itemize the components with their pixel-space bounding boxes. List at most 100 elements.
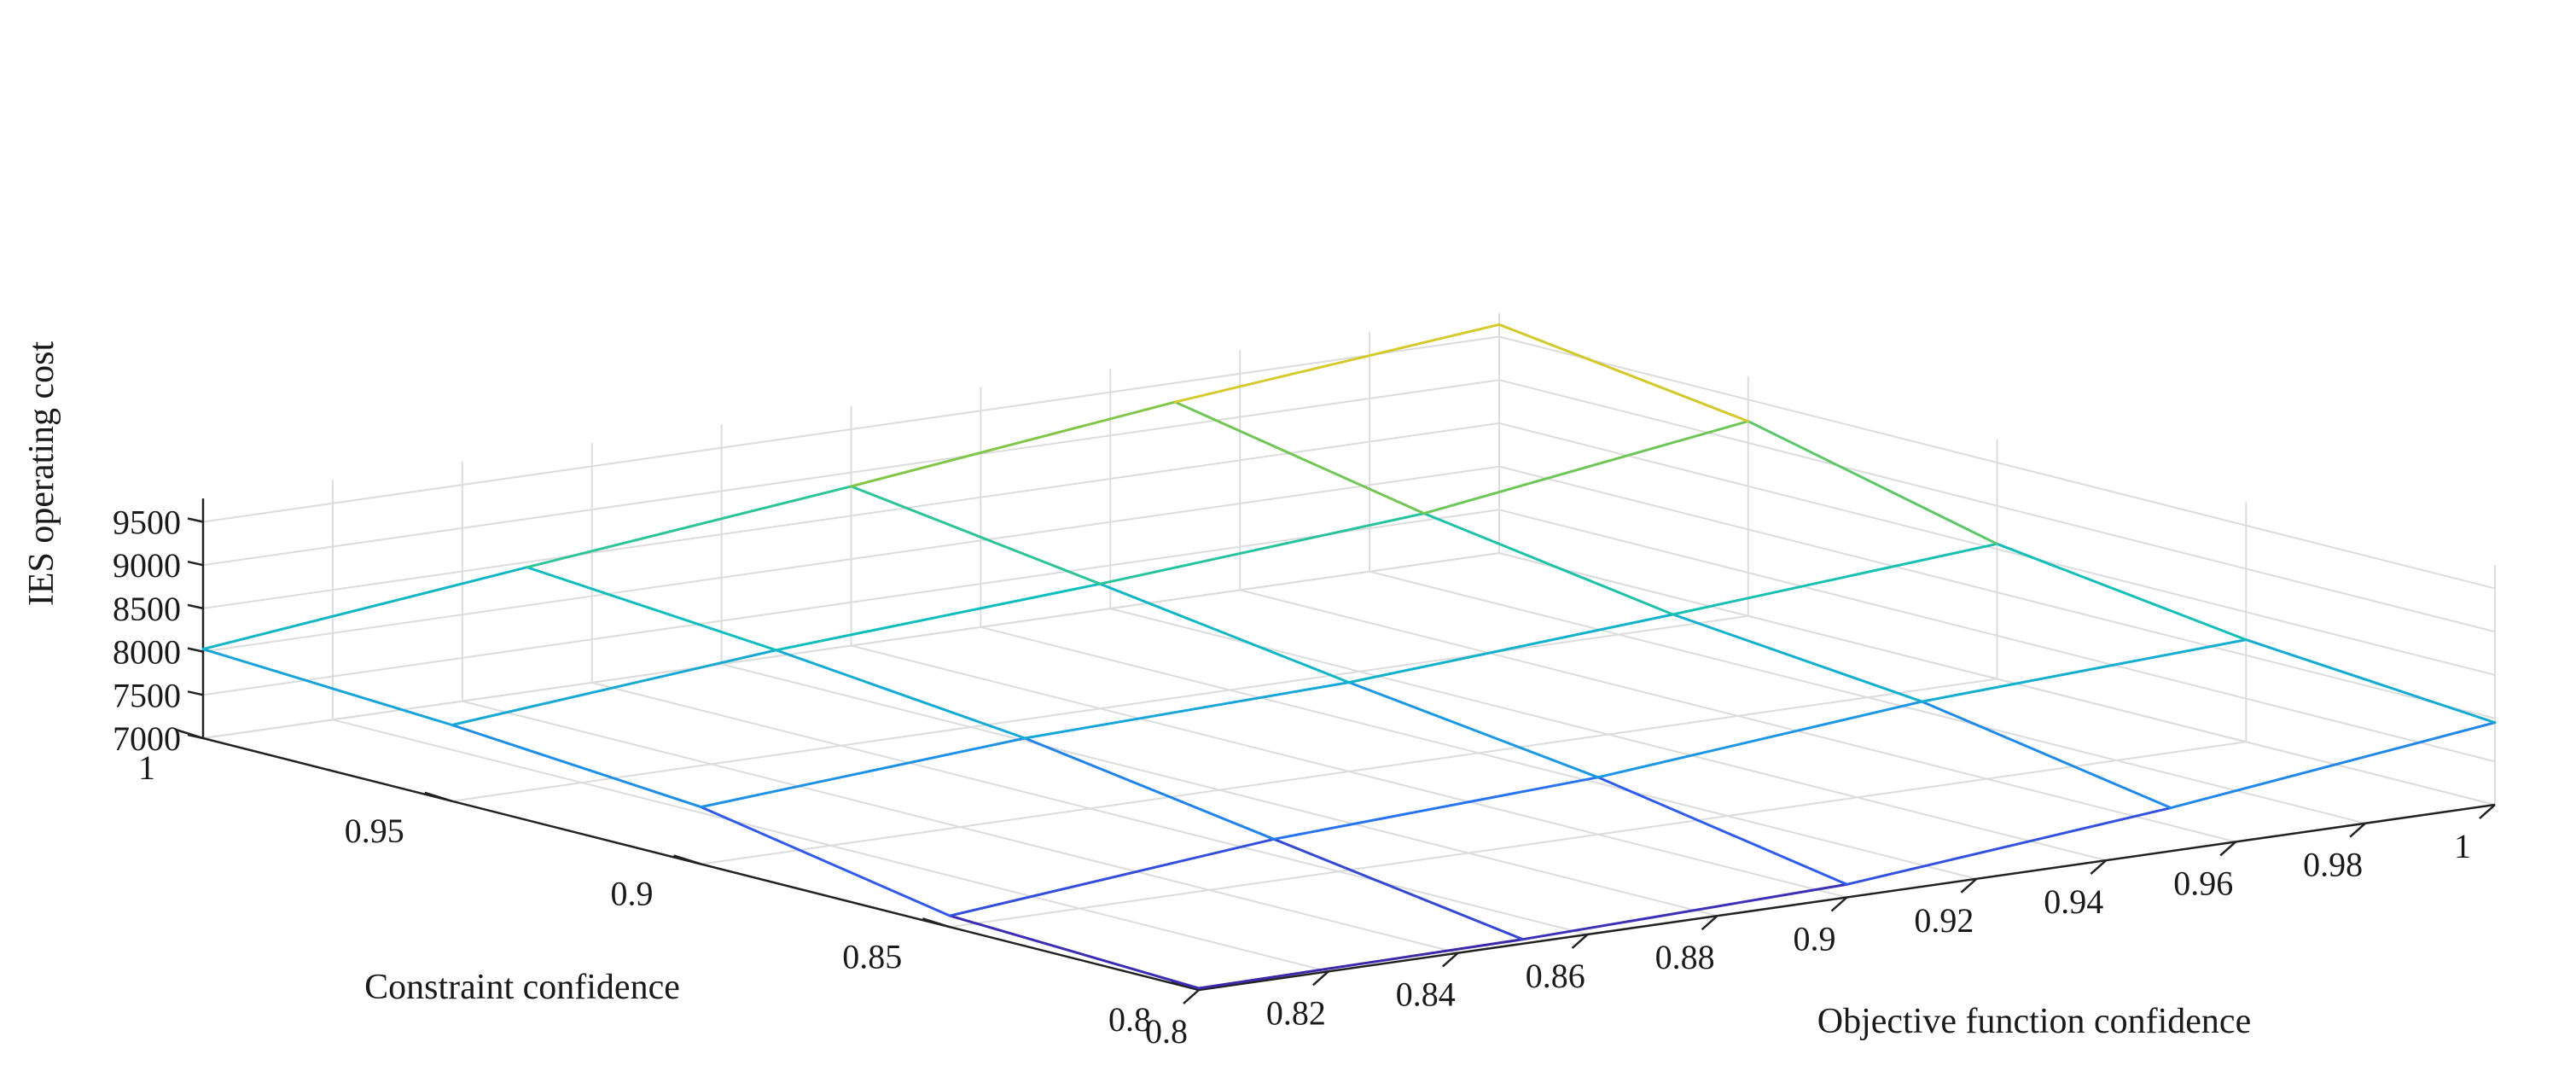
z-tick-mark-4 bbox=[187, 560, 204, 567]
mesh-segment-x3-y3 bbox=[1173, 400, 1426, 515]
x-tick-label-3: 0.86 bbox=[1526, 957, 1585, 995]
mesh-segment-x4-y2 bbox=[1747, 420, 1998, 545]
mesh-segment-x4-y0 bbox=[2244, 638, 2497, 725]
back-wall-grid-z-1 bbox=[202, 509, 1500, 696]
back-wall-grid-z-4 bbox=[202, 379, 1500, 567]
mesh-segment-y3-x2 bbox=[1098, 512, 1426, 585]
floor-grid-y-3 bbox=[451, 614, 1748, 802]
grid-layer bbox=[202, 313, 2496, 991]
label-layer: Objective function confidence Constraint… bbox=[22, 341, 2471, 1051]
side-wall-grid-z-1 bbox=[1498, 509, 2496, 763]
back-wall-grid-z-2 bbox=[202, 465, 1500, 653]
mesh-segment-y4-x3 bbox=[1173, 323, 1501, 404]
z-tick-mark-3 bbox=[187, 603, 204, 610]
y-tick-label-2: 0.9 bbox=[611, 875, 654, 913]
back-wall-grid-z-5 bbox=[202, 335, 1500, 523]
mesh-segment-y3-x3 bbox=[1422, 420, 1750, 515]
mesh-segment-x2-y2 bbox=[1098, 582, 1351, 684]
mesh-segment-x3-y2 bbox=[1422, 512, 1675, 616]
z-tick-label-1: 7500 bbox=[113, 676, 181, 714]
floor-grid-y-2 bbox=[701, 678, 1997, 865]
mesh-segment-x4-y3 bbox=[1497, 323, 1750, 423]
mesh-segment-x0-y0 bbox=[948, 914, 1201, 990]
mesh-segment-y2-x1 bbox=[1023, 681, 1351, 740]
y-tick-label-4: 1 bbox=[138, 748, 155, 787]
mesh-segment-y0-x0 bbox=[1197, 938, 1525, 990]
mesh-segment-x0-y3 bbox=[201, 648, 454, 726]
mesh-segment-y1-x2 bbox=[1596, 700, 1923, 779]
x-tick-mark-2 bbox=[1441, 952, 1459, 968]
z-tick-label-5: 9500 bbox=[113, 504, 181, 542]
y-tick-label-0: 0.8 bbox=[1108, 1000, 1151, 1039]
x-tick-label-6: 0.92 bbox=[1914, 901, 1974, 940]
mesh-segment-x0-y2 bbox=[451, 724, 702, 809]
mesh-segment-x1-y2 bbox=[775, 649, 1026, 740]
side-wall-grid-z-4 bbox=[1498, 379, 2496, 633]
mesh-segment-x1-y1 bbox=[1023, 736, 1276, 841]
mesh-segment-y0-x2 bbox=[1846, 806, 2172, 886]
z-axis-title: IES operating cost bbox=[22, 341, 61, 607]
mesh-segment-x1-y0 bbox=[1272, 837, 1525, 941]
mesh-segment-y1-x1 bbox=[1272, 776, 1600, 841]
x-tick-mark-10 bbox=[2479, 804, 2496, 819]
mesh-segment-y4-x0 bbox=[201, 566, 529, 651]
mesh-segment-x2-y3 bbox=[850, 485, 1102, 585]
x-tick-mark-4 bbox=[1701, 915, 1718, 931]
x-tick-label-7: 0.94 bbox=[2044, 882, 2103, 921]
x-tick-mark-1 bbox=[1312, 970, 1329, 987]
x-tick-label-2: 0.84 bbox=[1396, 975, 1456, 1014]
x-tick-label-1: 0.82 bbox=[1266, 993, 1326, 1032]
mesh-segment-y4-x2 bbox=[850, 400, 1177, 488]
mesh-segment-y2-x2 bbox=[1347, 613, 1675, 684]
x-tick-mark-7 bbox=[2090, 859, 2108, 876]
x-tick-label-4: 0.88 bbox=[1655, 938, 1715, 976]
side-wall-grid-z-0 bbox=[1498, 552, 2496, 806]
x-tick-label-5: 0.9 bbox=[1794, 920, 1836, 958]
mesh-segment-y0-x1 bbox=[1521, 882, 1848, 941]
z-tick-mark-5 bbox=[187, 517, 204, 523]
side-wall-grid-z-5 bbox=[1498, 335, 2496, 590]
mesh-segment-x2-y0 bbox=[1596, 776, 1848, 886]
mesh-segment-y1-x3 bbox=[1921, 638, 2247, 703]
mesh-segment-x3-y1 bbox=[1672, 613, 1923, 703]
mesh-segment-y2-x3 bbox=[1672, 542, 1998, 616]
side-wall-grid-z-2 bbox=[1498, 465, 2496, 719]
x-tick-mark-0 bbox=[1183, 989, 1200, 1004]
z-tick-label-4: 9000 bbox=[113, 546, 181, 585]
back-wall-grid-z-0 bbox=[202, 552, 1500, 739]
x-tick-label-8: 0.96 bbox=[2173, 864, 2233, 902]
z-tick-mark-2 bbox=[187, 647, 204, 653]
z-tick-mark-1 bbox=[187, 690, 204, 696]
axis-layer bbox=[175, 498, 2496, 1004]
x-axis-title: Objective function confidence bbox=[1817, 1002, 2251, 1041]
back-wall-grid-z-3 bbox=[202, 422, 1500, 609]
side-wall-grid-z-3 bbox=[1498, 422, 2496, 676]
x-tick-mark-9 bbox=[2349, 822, 2366, 838]
x-tick-mark-8 bbox=[2219, 841, 2237, 857]
x-tick-mark-5 bbox=[1830, 896, 1848, 912]
mesh-segment-y1-x0 bbox=[948, 837, 1276, 917]
z-tick-label-0: 7000 bbox=[113, 719, 181, 758]
y-tick-mark-2 bbox=[673, 854, 701, 865]
z-tick-label-3: 8500 bbox=[113, 590, 181, 628]
mesh-segment-x1-y3 bbox=[526, 566, 777, 652]
floor-grid-y-1 bbox=[950, 741, 2247, 929]
y-tick-label-1: 0.85 bbox=[842, 937, 902, 975]
mesh-segment-y3-x1 bbox=[775, 582, 1102, 652]
y-tick-label-3: 0.95 bbox=[345, 812, 404, 850]
y-axis-title: Constraint confidence bbox=[364, 968, 680, 1007]
z-tick-mark-0 bbox=[187, 733, 204, 740]
mesh-layer bbox=[201, 323, 2497, 990]
mesh-segment-x2-y1 bbox=[1347, 681, 1600, 779]
y-tick-mark-1 bbox=[922, 917, 951, 929]
mesh-segment-y0-x3 bbox=[2169, 721, 2497, 810]
z-tick-label-2: 8000 bbox=[113, 633, 181, 672]
mesh-segment-x4-y1 bbox=[1996, 542, 2247, 642]
mesh-segment-y4-x1 bbox=[526, 485, 852, 569]
x-tick-label-0: 0.8 bbox=[1145, 1012, 1188, 1051]
x-tick-label-10: 1 bbox=[2454, 827, 2471, 865]
mesh-segment-y2-x0 bbox=[700, 736, 1026, 809]
x-tick-label-9: 0.98 bbox=[2303, 846, 2363, 884]
mesh-segment-y3-x0 bbox=[451, 649, 777, 726]
x-tick-mark-3 bbox=[1571, 933, 1589, 949]
